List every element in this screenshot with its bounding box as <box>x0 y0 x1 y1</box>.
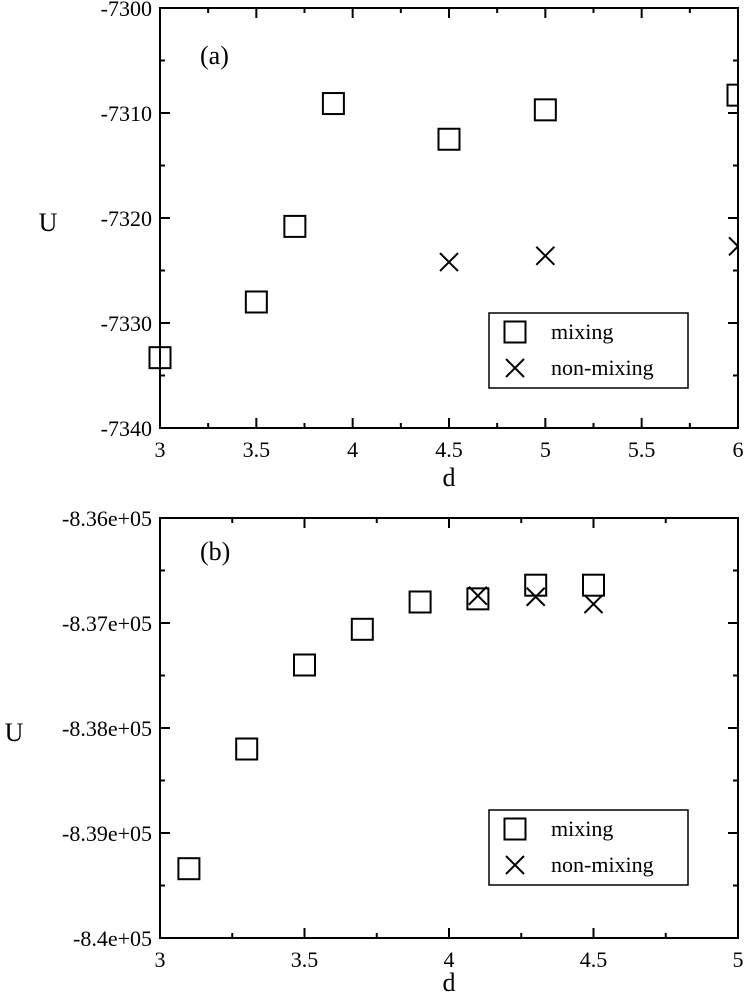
x-axis-label: d <box>443 968 456 996</box>
x-marker-stroke <box>505 855 525 875</box>
x-axis-label: d <box>443 463 456 492</box>
data-point-mixing <box>582 573 605 597</box>
x-marker-stroke <box>505 358 525 378</box>
data-point-mixing <box>321 92 345 116</box>
y-axis-label: U <box>39 208 58 237</box>
chart-panel-b: 3 3.5 4 4.5 5 -8.4e+05 -8.39e+05 -8.38e+05 -8.37… <box>5 506 744 996</box>
chart-panel-a: 3 3.5 4 4.5 5 5.5 6 -7340 -7330 -7320 -7310 -7300 d U… <box>39 0 744 492</box>
data-point-mixing <box>283 214 307 238</box>
x-tick-label: 5 <box>733 947 744 972</box>
series-mixing <box>148 83 738 370</box>
data-point-non-mixing <box>468 585 488 606</box>
data-point-non-mixing <box>583 594 604 614</box>
legend-marker-square <box>503 320 527 344</box>
series-non-mixing <box>439 236 738 272</box>
x-tick-label: 4 <box>347 437 358 462</box>
legend-label: mixing <box>551 319 613 344</box>
data-point-mixing <box>466 587 490 611</box>
x-tick-label: 3 <box>155 437 166 462</box>
panel-label: (b) <box>200 537 230 566</box>
y-tick-label: -8.38e+05 <box>62 716 152 741</box>
data-points <box>177 573 605 881</box>
y-tick-label: -7300 <box>101 0 152 21</box>
y-axis-label: U <box>5 718 24 747</box>
y-tick-label: -8.4e+05 <box>73 926 152 951</box>
y-tick-label: -7310 <box>101 101 152 126</box>
data-point-mixing <box>350 617 374 641</box>
data-point-non-mixing <box>728 236 738 257</box>
y-tick-label: -8.36e+05 <box>62 506 152 531</box>
data-point-mixing <box>235 737 259 761</box>
y-tick-label: -7320 <box>101 206 152 231</box>
x-marker-stroke <box>728 244 738 257</box>
legend-marker-square <box>503 817 527 841</box>
data-points <box>148 83 738 370</box>
x-marker-stroke <box>439 252 459 272</box>
data-point-mixing <box>148 346 172 370</box>
x-marker-stroke <box>583 594 604 614</box>
series-mixing <box>177 573 605 881</box>
x-tick-label: 3.5 <box>243 437 271 462</box>
x-marker-stroke <box>535 246 556 266</box>
x-tick-label: 4.5 <box>435 437 463 462</box>
x-marker-stroke <box>468 585 488 606</box>
data-point-non-mixing <box>525 587 546 607</box>
x-marker-stroke <box>728 236 738 248</box>
legend-marker-x <box>505 358 525 378</box>
y-tick-label: -7340 <box>101 416 152 441</box>
x-tick-label: 5 <box>540 437 551 462</box>
data-point-mixing <box>533 98 557 122</box>
data-point-mixing <box>244 290 268 314</box>
y-tick-label: -8.37e+05 <box>62 611 152 636</box>
x-marker-stroke <box>525 587 546 607</box>
data-point-mixing <box>726 83 738 107</box>
data-point-mixing <box>293 653 316 677</box>
data-point-mixing <box>177 857 201 881</box>
x-tick-label: 3.5 <box>291 947 319 972</box>
data-point-mixing <box>437 127 461 151</box>
panel-label: (a) <box>200 41 229 70</box>
legend-label: non-mixing <box>551 852 654 877</box>
legend: mixing non-mixing <box>488 312 689 389</box>
x-tick-label: 6 <box>733 437 744 462</box>
data-point-non-mixing <box>535 246 556 266</box>
data-point-mixing <box>524 573 548 597</box>
y-tick-label: -7330 <box>101 311 152 336</box>
legend-marker-x <box>505 855 525 875</box>
data-point-mixing <box>408 590 432 614</box>
legend-label: mixing <box>551 816 613 841</box>
legend: mixing non-mixing <box>488 809 689 886</box>
data-point-non-mixing <box>439 252 459 272</box>
series-non-mixing <box>468 585 604 614</box>
legend-label: non-mixing <box>551 355 654 380</box>
x-tick-label: 5.5 <box>628 437 656 462</box>
x-tick-label: 4.5 <box>580 947 608 972</box>
x-tick-label: 3 <box>155 947 166 972</box>
y-tick-label: -8.39e+05 <box>62 821 152 846</box>
x-tick-label: 4 <box>444 947 455 972</box>
